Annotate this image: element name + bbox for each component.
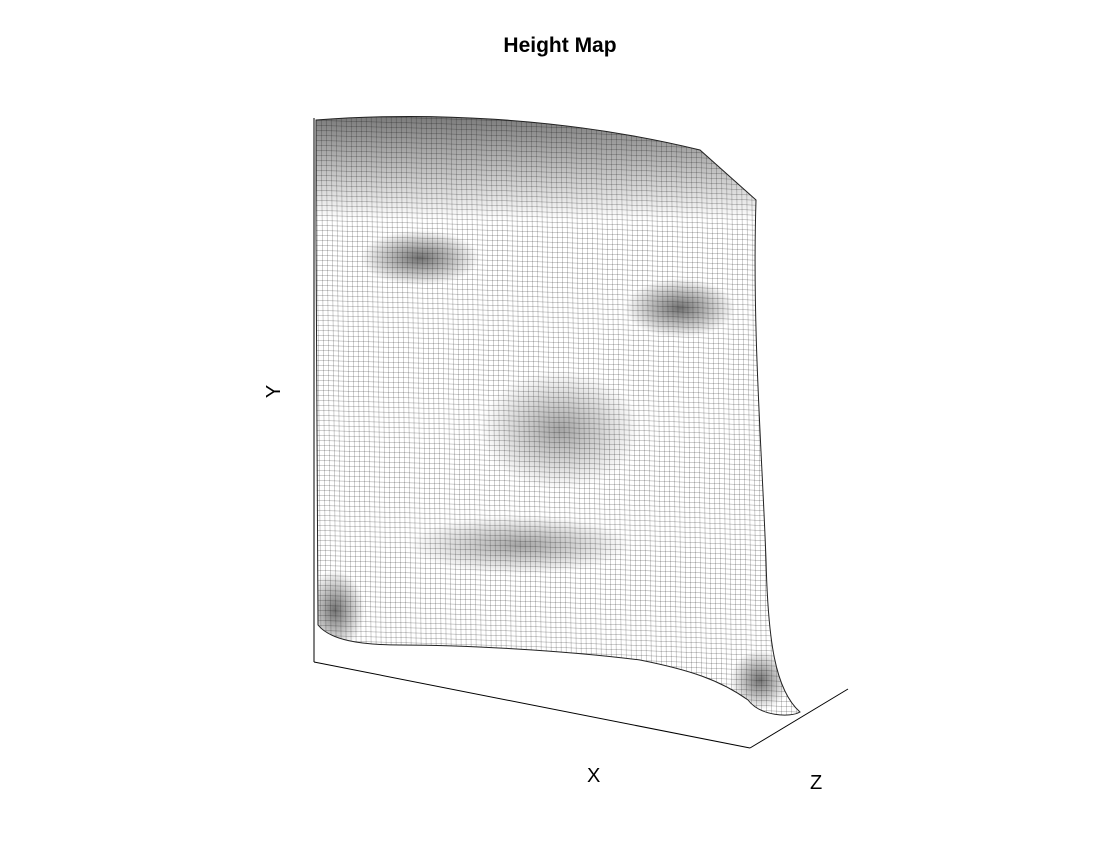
mesh-line-horizontal — [316, 494, 800, 514]
mesh-line-horizontal — [316, 574, 800, 594]
mesh-line-horizontal — [316, 329, 800, 349]
mesh-line-horizontal — [316, 324, 800, 344]
mesh-line-vertical — [785, 116, 793, 716]
mesh-line-horizontal — [316, 224, 800, 244]
mesh-line-horizontal — [316, 334, 800, 354]
mesh-line-horizontal — [316, 634, 800, 654]
mesh-line-horizontal — [316, 309, 800, 329]
mesh-line-horizontal — [316, 604, 800, 624]
left-eye-shading — [360, 230, 480, 286]
mesh-line-horizontal — [316, 289, 800, 309]
mesh-line-horizontal — [316, 629, 800, 649]
mesh-line-horizontal — [316, 274, 800, 294]
mesh-line-horizontal — [316, 314, 800, 334]
z-axis-line — [749, 688, 849, 749]
mesh-line-vertical — [775, 116, 783, 716]
mesh-line-horizontal — [316, 624, 800, 644]
mesh-line-horizontal — [316, 614, 800, 634]
mesh-line-horizontal — [316, 344, 800, 364]
mesh-line-horizontal — [300, 735, 820, 753]
mesh-line-horizontal — [316, 619, 800, 639]
mesh-line-horizontal — [316, 594, 800, 614]
x-axis-label: X — [587, 765, 601, 787]
mesh-line-vertical — [790, 116, 798, 716]
mesh-line-horizontal — [316, 116, 800, 119]
mesh-line-horizontal — [316, 714, 800, 716]
mesh-line-horizontal — [316, 489, 800, 509]
mesh-line-horizontal — [300, 720, 820, 738]
mesh-line-horizontal — [316, 504, 800, 524]
mesh-line-vertical — [795, 116, 800, 716]
mesh-line-horizontal — [300, 725, 820, 743]
mesh-line-horizontal — [316, 704, 800, 716]
mesh-line-horizontal — [316, 569, 800, 589]
mouth-shading — [410, 515, 630, 575]
right-eye-shading — [625, 278, 735, 338]
mesh-line-horizontal — [300, 730, 820, 748]
mesh-line-horizontal — [316, 284, 800, 304]
mesh-line-horizontal — [316, 709, 800, 716]
mesh-line-horizontal — [316, 599, 800, 619]
mesh-line-horizontal — [316, 294, 800, 314]
x-axis-line — [313, 661, 751, 749]
mesh-line-horizontal — [316, 319, 800, 339]
mesh-line-horizontal — [316, 279, 800, 299]
mesh-line-horizontal — [316, 339, 800, 359]
mesh-line-vertical — [780, 116, 788, 716]
mesh-line-horizontal — [316, 499, 800, 519]
mesh-line-horizontal — [300, 740, 820, 758]
surface-outline — [315, 116, 801, 716]
mesh-line-horizontal — [316, 699, 800, 716]
mesh-line-horizontal — [316, 234, 800, 254]
mesh-line-horizontal — [316, 359, 800, 379]
z-axis-label: Z — [810, 772, 823, 794]
mesh-line-horizontal — [316, 229, 800, 249]
mesh-line-horizontal — [316, 584, 800, 604]
mesh-line-horizontal — [316, 299, 800, 319]
mesh-line-horizontal — [316, 609, 800, 629]
right-jaw-shading — [730, 650, 790, 710]
mesh-line-horizontal — [316, 589, 800, 609]
mesh-line-horizontal — [316, 304, 800, 324]
mesh-line-horizontal — [316, 219, 800, 239]
y-axis-label: Y — [263, 384, 286, 399]
chart-title: Height Map — [503, 34, 617, 57]
mesh-line-horizontal — [316, 349, 800, 369]
mesh-line-horizontal — [316, 484, 800, 504]
mesh-line-horizontal — [316, 354, 800, 374]
nose-shading — [480, 370, 640, 490]
surface-mesh — [300, 116, 820, 758]
hair-shading — [316, 116, 770, 220]
mesh-line-horizontal — [316, 579, 800, 599]
